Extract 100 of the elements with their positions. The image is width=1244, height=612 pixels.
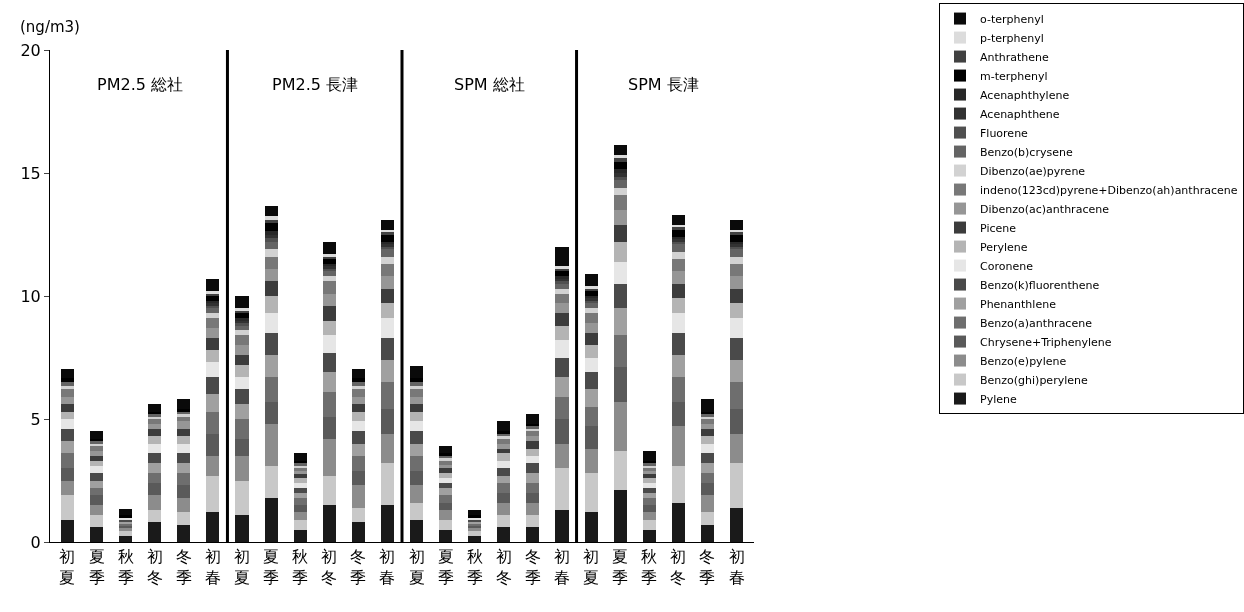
bar [60, 480, 74, 496]
bar [613, 169, 627, 173]
y-tick-label: 5 [30, 409, 41, 429]
bar [380, 409, 394, 434]
x-tick-label: 秋季 [641, 547, 658, 587]
bar [60, 428, 74, 442]
bar [293, 505, 307, 513]
bar [584, 372, 598, 390]
bar [642, 497, 656, 506]
legend-label: Picene [980, 221, 1017, 235]
bar [730, 463, 744, 508]
bar [555, 293, 569, 304]
legend-label: Benzo(ghi)perylene [980, 373, 1088, 387]
bar [613, 144, 627, 155]
bar [671, 283, 685, 299]
bar [671, 298, 685, 314]
bar [60, 382, 74, 386]
bar [497, 443, 511, 449]
x-tick-label: 秋季 [292, 547, 309, 587]
bar [235, 296, 249, 309]
bar [497, 438, 511, 444]
annotation: PM2.5 長津 [272, 75, 358, 94]
legend-label: Acenaphthylene [980, 88, 1070, 102]
bar [671, 214, 685, 225]
bar [613, 180, 627, 188]
bar [730, 507, 744, 542]
bar [264, 256, 278, 269]
annotation: SPM 総社 [454, 75, 525, 94]
bar [322, 276, 336, 282]
bar [526, 455, 540, 464]
bar [642, 482, 656, 488]
bar [526, 436, 540, 442]
bar [642, 474, 656, 479]
bar [439, 510, 453, 520]
bar [264, 465, 278, 498]
bar [730, 256, 744, 265]
bar [90, 450, 104, 456]
bar [555, 468, 569, 511]
bar [439, 529, 453, 542]
bar [206, 475, 220, 513]
bar [264, 377, 278, 402]
bar [526, 527, 540, 542]
bar [60, 396, 74, 405]
bar [555, 283, 569, 289]
bar [235, 455, 249, 481]
bar [584, 426, 598, 449]
bar [264, 423, 278, 466]
bar [613, 450, 627, 491]
bar [410, 404, 424, 412]
bar [177, 453, 191, 464]
bar [730, 264, 744, 277]
bar [380, 256, 394, 265]
x-tick-label: 初冬 [321, 547, 338, 587]
x-tick-label: 秋季 [117, 547, 134, 587]
bar [60, 468, 74, 481]
bar [322, 305, 336, 321]
bar [293, 474, 307, 479]
bar [351, 404, 365, 412]
bar [584, 332, 598, 346]
bar [730, 249, 744, 257]
bar [613, 367, 627, 402]
bar [206, 433, 220, 456]
bar [613, 241, 627, 262]
bar [700, 463, 714, 474]
bar [235, 389, 249, 405]
bar [380, 337, 394, 360]
bar [584, 345, 598, 358]
x-tick-label: 冬季 [699, 547, 716, 587]
bar [642, 512, 656, 520]
bar [90, 465, 104, 474]
bar [351, 455, 365, 471]
bar [380, 303, 394, 319]
bar [90, 460, 104, 466]
legend-label: Fluorene [980, 126, 1029, 140]
bar [380, 276, 394, 289]
bar [380, 249, 394, 257]
bar [584, 512, 598, 542]
x-tick-label: 夏季 [88, 547, 105, 587]
bar [526, 492, 540, 503]
bar [380, 382, 394, 410]
bar [555, 340, 569, 358]
bar [235, 364, 249, 378]
bar [439, 473, 453, 479]
x-tick-label: 秋季 [466, 547, 483, 587]
legend-label: Chrysene+Triphenylene [980, 335, 1112, 349]
bar [60, 519, 74, 542]
bar [613, 187, 627, 196]
bar [700, 453, 714, 464]
bar [206, 411, 220, 434]
bar [410, 455, 424, 471]
bar [380, 463, 394, 506]
bar [148, 453, 162, 464]
legend-label: Benzo(b)crysene [980, 145, 1073, 159]
x-tick-label: 初夏 [234, 547, 250, 587]
bar [264, 268, 278, 282]
legend-label: Acenaphthene [980, 107, 1060, 121]
bar [439, 519, 453, 530]
bar [642, 519, 656, 530]
bar [613, 195, 627, 210]
y-tick-label: 0 [30, 532, 41, 552]
